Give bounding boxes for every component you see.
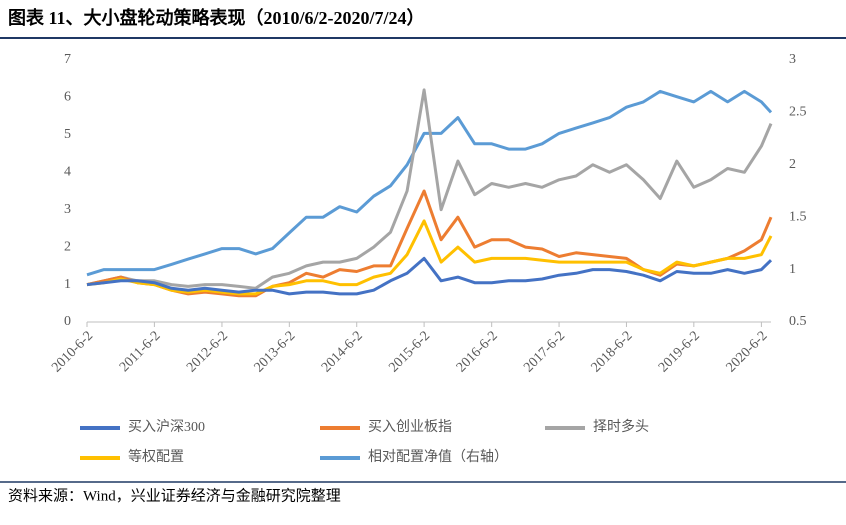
x-tick-label: 2013-6-2 [252,328,299,375]
legend-label: 买入创业板指 [368,419,452,435]
x-tick-label: 2017-6-2 [521,328,568,375]
y-tick-label: 1 [64,277,71,292]
y-tick-label: 0 [64,314,71,329]
series-line [86,88,773,290]
series-line [86,189,773,298]
y-tick-label: 2 [64,239,71,254]
y2-tick-label: 3 [789,52,796,67]
x-tick-label: 2012-6-2 [184,328,231,375]
y-tick-label: 6 [64,90,71,105]
x-tick-label: 2010-6-2 [49,328,96,375]
y2-tick-label: 1.5 [789,209,807,224]
series-line [86,89,773,277]
y2-tick-label: 0.5 [789,314,807,329]
x-tick-label: 2014-6-2 [319,328,366,375]
y-tick-label: 5 [64,127,71,142]
legend-label: 择时多头 [593,418,649,435]
chart-title: 图表 11、大小盘轮动策略表现（2010/6/2-2020/7/24） [8,7,425,28]
y-tick-label: 4 [64,165,71,180]
y-tick-label: 3 [64,202,71,217]
source: 资料来源：Wind，兴业证券经济与金融研究院整理 [8,486,341,504]
y2-tick-label: 2.5 [789,105,807,120]
series-line [86,219,773,296]
y2-tick-label: 2 [789,157,796,172]
legend-label: 买入沪深300 [128,419,205,435]
x-tick-label: 2020-6-2 [724,328,771,375]
x-tick-label: 2018-6-2 [589,328,636,375]
x-tick-label: 2015-6-2 [386,328,433,375]
y2-tick-label: 1 [789,262,796,277]
y-tick-label: 7 [64,52,71,67]
x-tick-label: 2019-6-2 [656,328,703,375]
legend-label: 相对配置净值（右轴） [368,449,508,465]
x-tick-label: 2016-6-2 [454,328,501,375]
series-line [86,256,773,296]
x-tick-label: 2011-6-2 [117,328,164,375]
legend-label: 等权配置 [128,448,184,465]
